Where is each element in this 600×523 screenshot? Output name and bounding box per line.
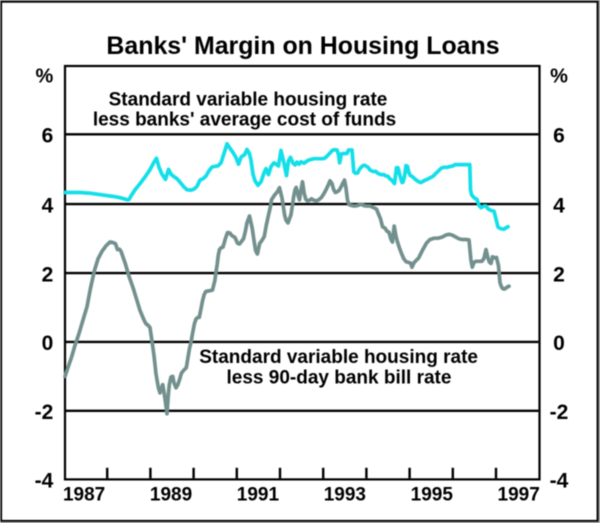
svg-text:-2: -2 <box>35 401 54 424</box>
svg-text:0: 0 <box>42 332 54 355</box>
svg-text:1987: 1987 <box>63 485 105 506</box>
svg-text:%: % <box>36 65 54 87</box>
svg-text:2: 2 <box>42 263 54 286</box>
svg-text:-4: -4 <box>35 470 54 493</box>
svg-text:1989: 1989 <box>150 485 192 506</box>
svg-text:%: % <box>550 65 568 87</box>
svg-text:4: 4 <box>42 194 54 217</box>
svg-text:1997: 1997 <box>498 485 540 506</box>
svg-text:1995: 1995 <box>411 485 454 506</box>
svg-text:6: 6 <box>553 125 565 148</box>
svg-text:less banks' average cost of fu: less banks' average cost of funds <box>93 109 396 130</box>
svg-text:Standard variable housing rate: Standard variable housing rate <box>109 90 388 111</box>
svg-text:6: 6 <box>42 125 54 148</box>
svg-text:4: 4 <box>553 194 565 217</box>
svg-text:0: 0 <box>553 332 565 355</box>
svg-text:Banks' Margin on Housing Loans: Banks' Margin on Housing Loans <box>106 32 499 60</box>
svg-text:1991: 1991 <box>237 485 280 506</box>
svg-text:Standard variable housing rate: Standard variable housing rate <box>199 347 478 368</box>
svg-text:-4: -4 <box>550 470 569 493</box>
svg-text:less 90-day bank bill rate: less 90-day bank bill rate <box>227 368 452 389</box>
svg-text:-2: -2 <box>550 401 569 424</box>
svg-text:2: 2 <box>553 263 565 286</box>
svg-text:1993: 1993 <box>324 485 366 506</box>
